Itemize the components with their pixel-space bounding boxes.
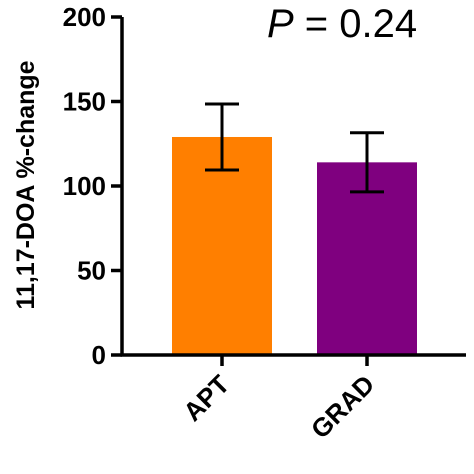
bars <box>172 136 417 355</box>
y-tick-label: 100 <box>63 171 106 201</box>
y-axis-ticks: 0 50 100 150 200 <box>63 2 122 370</box>
bar-grad <box>317 162 417 355</box>
y-axis-title: 11,17-DOA %-change <box>12 60 40 309</box>
x-tick-label: GRAD <box>305 369 380 444</box>
error-bars <box>205 102 384 194</box>
y-tick-label: 150 <box>63 87 106 117</box>
x-axis-ticks: APT GRAD <box>177 355 380 444</box>
y-tick-label: 50 <box>77 256 106 286</box>
p-value-symbol: P <box>267 2 294 46</box>
bar-apt <box>172 136 272 355</box>
y-tick-label: 0 <box>92 340 106 370</box>
x-tick-label: APT <box>177 369 235 427</box>
p-value-annotation: P = 0.24 <box>267 2 417 46</box>
p-value-text: = 0.24 <box>294 2 417 46</box>
y-tick-label: 200 <box>63 2 106 32</box>
